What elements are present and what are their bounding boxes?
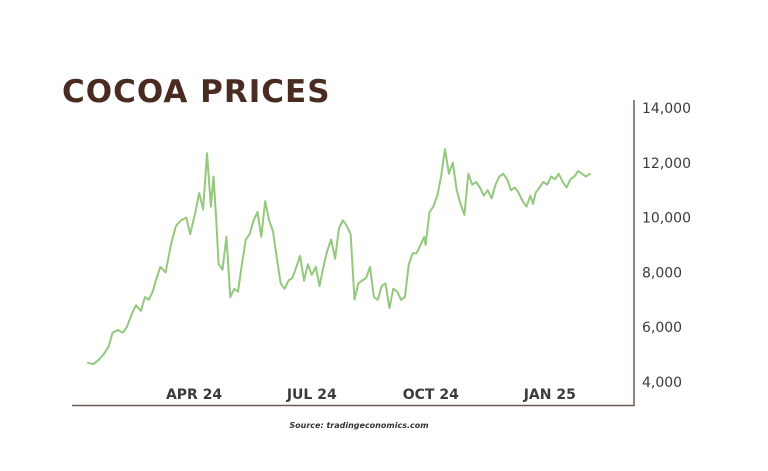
- y-tick-label: 4,000: [642, 375, 682, 391]
- chart-title: COCOA PRICES: [62, 74, 331, 110]
- y-tick-label: 8,000: [642, 265, 682, 281]
- y-tick-label: 6,000: [642, 320, 682, 336]
- source-note: Source: tradingeconomics.com: [289, 421, 429, 430]
- x-tick-label: APR 24: [166, 387, 222, 403]
- y-tick-label: 12,000: [642, 156, 691, 172]
- x-tick-label: JUL 24: [286, 387, 337, 403]
- x-tick-label: JAN 25: [523, 387, 576, 403]
- x-tick-label: OCT 24: [403, 387, 459, 403]
- y-tick-label: 14,000: [642, 101, 691, 117]
- y-axis-ticks: 4,000 6,000 8,000 10,000 12,000 14,000: [642, 101, 691, 391]
- y-tick-label: 10,000: [642, 211, 691, 227]
- series-layer: [87, 148, 591, 366]
- price-series-line: [87, 148, 591, 366]
- x-axis-ticks: APR 24 JUL 24 OCT 24 JAN 25: [166, 387, 576, 403]
